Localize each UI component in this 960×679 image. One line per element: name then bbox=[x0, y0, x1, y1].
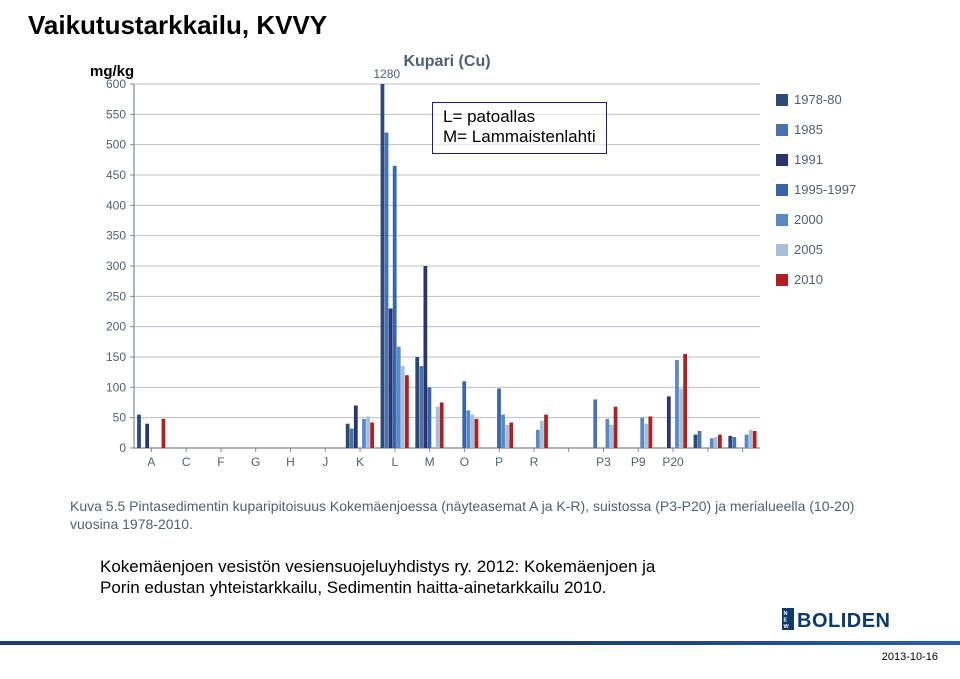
svg-text:J: J bbox=[322, 455, 328, 469]
boliden-logo: N E W BOLIDEN bbox=[782, 605, 932, 633]
svg-text:1995-1997: 1995-1997 bbox=[794, 182, 856, 197]
logo-text: BOLIDEN bbox=[797, 610, 891, 632]
svg-text:2005: 2005 bbox=[794, 242, 823, 257]
svg-text:Kupari (Cu): Kupari (Cu) bbox=[403, 53, 490, 70]
svg-text:2000: 2000 bbox=[794, 212, 823, 227]
svg-text:P3: P3 bbox=[596, 455, 611, 469]
svg-text:C: C bbox=[182, 455, 191, 469]
svg-text:F: F bbox=[217, 455, 224, 469]
svg-text:1280: 1280 bbox=[373, 67, 400, 81]
svg-text:mg/kg: mg/kg bbox=[90, 63, 134, 80]
svg-text:P: P bbox=[495, 455, 503, 469]
svg-text:L: L bbox=[391, 455, 398, 469]
svg-text:E: E bbox=[784, 618, 788, 624]
svg-text:450: 450 bbox=[106, 168, 126, 182]
page-title: Vaikutustarkkailu, KVVY bbox=[28, 10, 327, 41]
svg-text:50: 50 bbox=[113, 411, 127, 425]
note-line-2: M= Lammaistenlahti bbox=[443, 127, 596, 147]
svg-text:O: O bbox=[460, 455, 469, 469]
citation-text: Kokemäenjoen vesistön vesiensuojeluyhdis… bbox=[100, 556, 680, 599]
svg-text:1985: 1985 bbox=[794, 122, 823, 137]
svg-text:100: 100 bbox=[106, 380, 126, 394]
svg-text:R: R bbox=[530, 455, 539, 469]
svg-text:G: G bbox=[251, 455, 260, 469]
svg-text:K: K bbox=[356, 455, 364, 469]
svg-text:350: 350 bbox=[106, 229, 126, 243]
svg-text:1978-80: 1978-80 bbox=[794, 92, 842, 107]
svg-text:550: 550 bbox=[106, 107, 126, 121]
svg-text:P9: P9 bbox=[631, 455, 646, 469]
svg-text:250: 250 bbox=[106, 289, 126, 303]
svg-text:A: A bbox=[147, 455, 155, 469]
svg-text:H: H bbox=[286, 455, 295, 469]
svg-text:M: M bbox=[425, 455, 435, 469]
footer-divider bbox=[0, 641, 960, 645]
figure-caption: Kuva 5.5 Pintasedimentin kuparipitoisuus… bbox=[70, 498, 890, 533]
svg-text:P20: P20 bbox=[662, 455, 684, 469]
svg-text:500: 500 bbox=[106, 138, 126, 152]
legend-note-box: L= patoallas M= Lammaistenlahti bbox=[432, 102, 607, 154]
svg-text:0: 0 bbox=[119, 441, 126, 455]
svg-text:300: 300 bbox=[106, 259, 126, 273]
svg-text:200: 200 bbox=[106, 320, 126, 334]
footer-date: 2013-10-16 bbox=[882, 651, 938, 663]
note-line-1: L= patoallas bbox=[443, 107, 596, 127]
svg-text:1991: 1991 bbox=[794, 152, 823, 167]
svg-text:2010: 2010 bbox=[794, 272, 823, 287]
svg-text:400: 400 bbox=[106, 198, 126, 212]
svg-text:W: W bbox=[784, 624, 790, 630]
svg-text:150: 150 bbox=[106, 350, 126, 364]
logo-new-text: N bbox=[784, 611, 788, 617]
